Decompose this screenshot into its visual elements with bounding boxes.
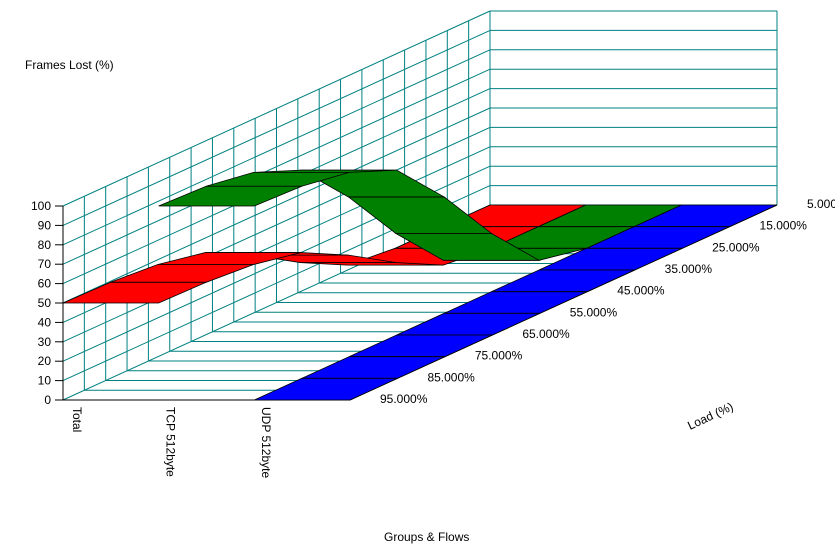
z-tick-label: 0: [44, 393, 51, 407]
load-tick-label: 75.000%: [475, 349, 523, 363]
load-tick-label: 35.000%: [665, 262, 713, 276]
z-tick-label: 70: [38, 257, 52, 271]
z-tick-label: 30: [38, 335, 52, 349]
z-tick-label: 20: [38, 354, 52, 368]
surface-patch-udp-512byte: [254, 377, 398, 401]
surface-patch-tcp-512byte: [158, 185, 302, 207]
z-tick-label: 10: [38, 374, 52, 388]
surface-patch-udp-512byte: [301, 356, 446, 379]
z-tick-label: 90: [38, 218, 52, 232]
load-tick-label: 15.000%: [760, 219, 808, 233]
x-axis-title: Groups & Flows: [384, 530, 469, 544]
load-tick-label: 55.000%: [570, 305, 618, 319]
z-axis-title: Frames Lost (%): [25, 58, 114, 72]
surface-patch-udp-512byte: [349, 334, 493, 358]
surface-patch-udp-512byte: [396, 312, 540, 336]
group-tick-label: UDP 512byte: [259, 407, 273, 478]
group-tick-label: TCP 512byte: [164, 407, 178, 477]
load-tick-label: 85.000%: [427, 370, 475, 384]
surface-patch-total: [110, 264, 254, 283]
load-tick-label: 45.000%: [617, 284, 665, 298]
surface-patch-total: [62, 281, 207, 304]
load-tick-label: 95.000%: [380, 392, 428, 406]
z-tick-label: 50: [38, 296, 52, 310]
load-tick-label: 5.000%: [807, 197, 835, 211]
load-tick-label: 25.000%: [712, 240, 760, 254]
z-tick-label: 40: [38, 315, 52, 329]
y-axis-title: Load (%): [685, 399, 735, 432]
load-tick-label: 65.000%: [522, 327, 570, 341]
group-tick-label: Total: [70, 407, 84, 432]
z-tick-label: 60: [38, 277, 52, 291]
z-tick-label: 100: [31, 199, 51, 213]
z-tick-label: 80: [38, 238, 52, 252]
